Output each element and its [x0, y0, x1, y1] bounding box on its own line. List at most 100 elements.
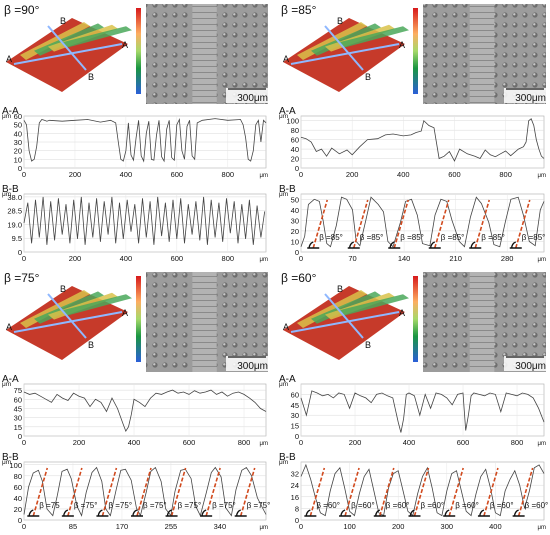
y-tick-label: 40 [14, 494, 22, 503]
surface-map-3d: A A B B [283, 284, 409, 360]
angle-guide-line [433, 199, 450, 249]
angle-annotation: β =60° [304, 467, 340, 517]
sem-groove [192, 4, 217, 104]
x-tick-label: 800 [222, 254, 235, 263]
angle-label: β =60° [386, 501, 410, 510]
y-unit-label: μm [2, 459, 11, 466]
x-tick-label: 200 [69, 170, 82, 179]
y-tick-label: 30 [14, 414, 22, 423]
x-unit-label: μm [538, 257, 546, 263]
marker-b-bottom: B [88, 72, 94, 82]
angle-label: β =75 [39, 501, 60, 510]
profile-line [23, 118, 267, 163]
x-unit-label: μm [538, 525, 546, 531]
angle-annotation: β =85° [509, 199, 546, 249]
angle-annotation: β =75° [96, 467, 132, 517]
section-line-aa [290, 311, 400, 333]
marker-a-left: A [6, 322, 12, 332]
angle-annotation: β =60° [339, 467, 375, 517]
angle-label: β =60° [525, 501, 549, 510]
angle-guide-line [32, 467, 49, 517]
angle-arc [27, 509, 40, 517]
profile-line [300, 118, 545, 162]
sem-image: 300μm [146, 272, 268, 372]
y-tick-label: 30 [14, 138, 22, 147]
y-tick-label: 60 [14, 112, 22, 121]
surface-map-3d: A A B B [283, 16, 409, 92]
scale-bar-label: 300μm [237, 93, 268, 104]
angle-label: β =85° [319, 233, 343, 242]
y-tick-label: 9.5 [12, 234, 22, 243]
y-tick-label: 0 [295, 432, 299, 441]
angle-label: β =85° [522, 233, 546, 242]
x-tick-label: 400 [120, 170, 133, 179]
x-tick-label: 170 [116, 522, 129, 531]
y-tick-label: 40 [14, 129, 22, 138]
x-tick-label: 340 [214, 522, 227, 531]
x-unit-label: μm [538, 441, 546, 447]
angle-label: β =75° [178, 501, 202, 510]
y-unit-label: μm [279, 459, 288, 466]
y-tick-label: 0 [295, 248, 299, 257]
angle-arc [469, 241, 482, 249]
x-tick-label: 0 [22, 254, 26, 263]
x-tick-label: 200 [69, 254, 82, 263]
y-tick-label: 28.5 [7, 207, 22, 216]
angle-annotation: β =75° [200, 467, 236, 517]
angle-arc [307, 241, 320, 249]
scale-bar-bg [504, 88, 546, 103]
angle-label: β =75° [108, 501, 132, 510]
y-tick-label: 0 [18, 164, 22, 173]
y-tick-label: 24 [291, 481, 299, 490]
x-unit-label: μm [260, 257, 268, 263]
y-tick-label: 20 [291, 227, 299, 236]
angle-arc [477, 509, 490, 517]
y-tick-label: 19.0 [7, 220, 22, 229]
y-tick-label: 32 [291, 470, 299, 479]
y-tick-label: 20 [14, 505, 22, 514]
x-tick-label: 200 [349, 438, 362, 447]
section-line-bb [324, 293, 364, 339]
angle-guide-line [483, 467, 499, 517]
angle-label: β =75° [247, 501, 271, 510]
angle-arc [339, 509, 352, 517]
marker-b-top: B [337, 284, 343, 294]
y-tick-label: 80 [291, 126, 299, 135]
x-unit-label: μm [260, 441, 268, 447]
angle-label: β =60° [490, 501, 514, 510]
y-tick-label: 60 [291, 136, 299, 145]
angle-arc [165, 509, 178, 517]
y-tick-label: 40 [291, 145, 299, 154]
y-tick-label: 0 [18, 432, 22, 441]
angle-label: β =75° [212, 501, 236, 510]
angle-guide-line [413, 467, 430, 517]
angle-guide-line [474, 199, 491, 249]
marker-a-left: A [283, 322, 289, 332]
y-unit-label: μm [2, 191, 11, 198]
angle-label: β =75° [74, 501, 98, 510]
angle-guide-line [514, 199, 531, 249]
angle-annotation: β =85° [307, 199, 343, 249]
x-tick-label: 600 [457, 438, 470, 447]
scale-bar-label: 300μm [515, 93, 546, 104]
x-tick-label: 800 [499, 170, 512, 179]
angle-annotation: β =85° [388, 199, 424, 249]
height-colorbar [136, 8, 141, 94]
x-tick-label: 70 [348, 254, 356, 263]
plot-frame [23, 383, 267, 437]
y-tick-label: 8 [295, 504, 299, 513]
x-tick-label: 400 [397, 170, 410, 179]
marker-b-top: B [60, 16, 66, 26]
angle-guide-line [309, 467, 326, 517]
scale-bar-bg [504, 356, 546, 371]
marker-b-bottom: B [365, 72, 371, 82]
angle-guide-line [67, 467, 83, 517]
y-tick-label: 0 [18, 248, 22, 257]
